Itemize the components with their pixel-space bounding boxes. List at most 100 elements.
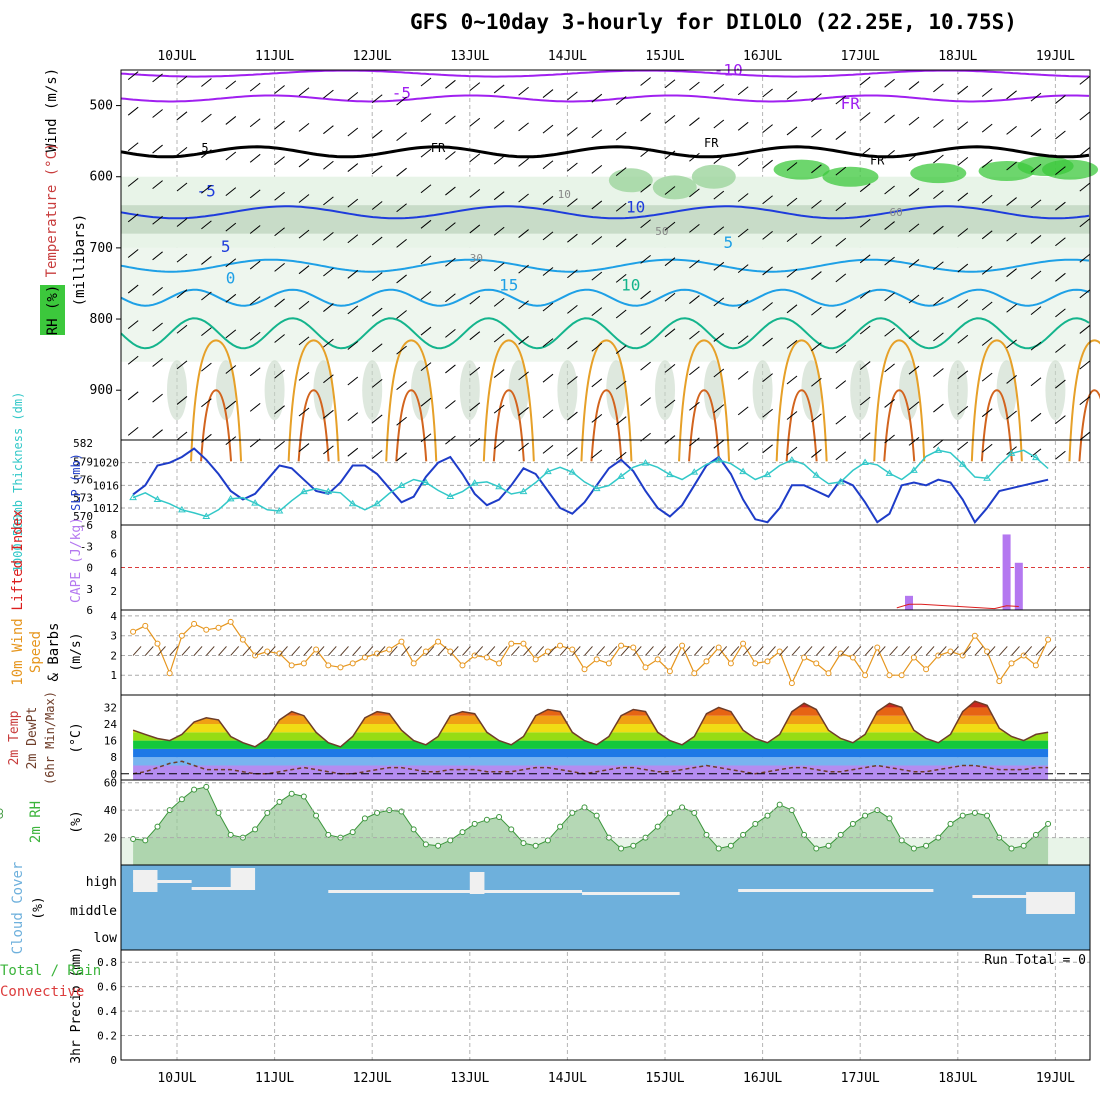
wind-barb (762, 195, 773, 205)
wind-barb (176, 396, 188, 405)
wind-speed-point (569, 646, 576, 653)
rh-point (862, 812, 869, 819)
contour-label: 0 (226, 268, 236, 287)
ylabel-temperature: Temperature (°C) (44, 143, 60, 278)
wind-barb (445, 222, 456, 232)
cloud-clear-block (1026, 892, 1075, 914)
wind-barb (933, 439, 944, 449)
wind-barb (518, 122, 529, 132)
wind-barb (347, 305, 359, 315)
wind-barb (176, 111, 188, 121)
wind-barb-10m (1011, 646, 1020, 656)
wind-barb (542, 409, 554, 419)
rh-lower-blob (557, 360, 578, 421)
wind-barb-10m (157, 646, 166, 656)
wind-barb (518, 158, 529, 167)
wind-barb (689, 259, 700, 269)
precip-tick: 0.4 (97, 1005, 117, 1018)
wind-barb-10m (242, 646, 252, 656)
thickness-marker (787, 456, 796, 463)
cloud-cover-panel: high middle low Cloud Cover (%) (10, 862, 1090, 954)
wind-barb-10m (754, 646, 764, 656)
isotherm-25 (297, 389, 330, 462)
day-label-bottom: 18JUL (938, 1071, 977, 1086)
wind-barb (152, 393, 163, 403)
wind-speed-point (398, 638, 405, 645)
contour-label: 60 (889, 206, 902, 219)
wind-barb (518, 193, 529, 203)
wind-barb (201, 184, 212, 194)
wind-barb (835, 237, 847, 247)
wind-barb (274, 405, 285, 415)
wind-barb (811, 342, 822, 352)
rh-point (898, 837, 905, 844)
wind-barb (323, 160, 334, 170)
wind-barb (396, 132, 407, 142)
ylabel-precip: 3hr Precip (mm) (69, 946, 84, 1063)
thickness-marker (690, 468, 699, 475)
wind-barb (298, 407, 310, 417)
wind-barb (884, 434, 895, 444)
wind-barb (1079, 396, 1091, 405)
rh-high-blob (910, 163, 967, 184)
rh-point (691, 809, 698, 816)
wind-barb (371, 94, 383, 104)
rh-point (666, 809, 673, 816)
wind-barb (176, 75, 188, 85)
wind-barb (1079, 253, 1091, 263)
wind-barb (567, 91, 578, 101)
wind-barb (762, 230, 773, 240)
wind-barb (1006, 268, 1017, 278)
rh-point (703, 831, 710, 838)
wind-barb-10m (474, 646, 484, 656)
thickness-marker (275, 507, 284, 514)
wind-speed-point (422, 648, 429, 655)
wind-barb (152, 358, 163, 367)
wind-barb-10m (559, 646, 569, 656)
rh-legend-box (40, 285, 65, 335)
wind-barb (518, 442, 529, 452)
day-label-bottom: 10JUL (157, 1071, 196, 1086)
wind-barb (713, 226, 725, 236)
rh-high-blob (773, 159, 830, 180)
wind-barb (1079, 76, 1091, 85)
wind-barb (396, 167, 407, 177)
wind-barb (225, 400, 237, 410)
wind-barb (762, 266, 773, 276)
cape-tick: 2 (110, 585, 117, 598)
wind-barb-10m (925, 646, 935, 656)
wind-barb (737, 406, 749, 416)
thickness-marker (251, 499, 259, 506)
wind-barb-10m (388, 646, 398, 656)
wind-speed-point (923, 666, 930, 673)
wind-barb (493, 262, 505, 272)
slp-thickness-panel: 582 579 576 573 570 1020 1016 1012 1000-500mb Th… (11, 392, 1090, 572)
slp-line (132, 447, 1049, 524)
wind-barb (201, 149, 212, 159)
ylabel-rh2m: 2m RH (28, 801, 44, 843)
wind-barb (1006, 232, 1017, 242)
wind-barb (933, 368, 944, 377)
wind-barb (493, 404, 505, 414)
wind-barb-10m (693, 646, 703, 656)
wind-barb (689, 81, 700, 91)
rh-point (849, 820, 856, 827)
thickness-marker (470, 479, 479, 486)
wind-barb (127, 391, 139, 401)
wind-barb (347, 412, 359, 422)
wind-barb (567, 198, 578, 208)
wind-barb (933, 119, 944, 128)
wind-barb (664, 399, 676, 409)
rh-point (483, 816, 490, 823)
wind-barb (347, 92, 359, 101)
ytick-label: 800 (90, 312, 113, 327)
wind-barb-10m (803, 646, 813, 656)
wind-barb (591, 413, 603, 423)
wind-barb (323, 409, 334, 419)
rh-point (154, 823, 161, 830)
wind-barb-10m (669, 646, 679, 656)
wind-tick: 4 (110, 610, 117, 623)
wind-barb (1055, 344, 1066, 353)
temp-band (133, 740, 1049, 749)
wind-barb (1006, 339, 1017, 349)
